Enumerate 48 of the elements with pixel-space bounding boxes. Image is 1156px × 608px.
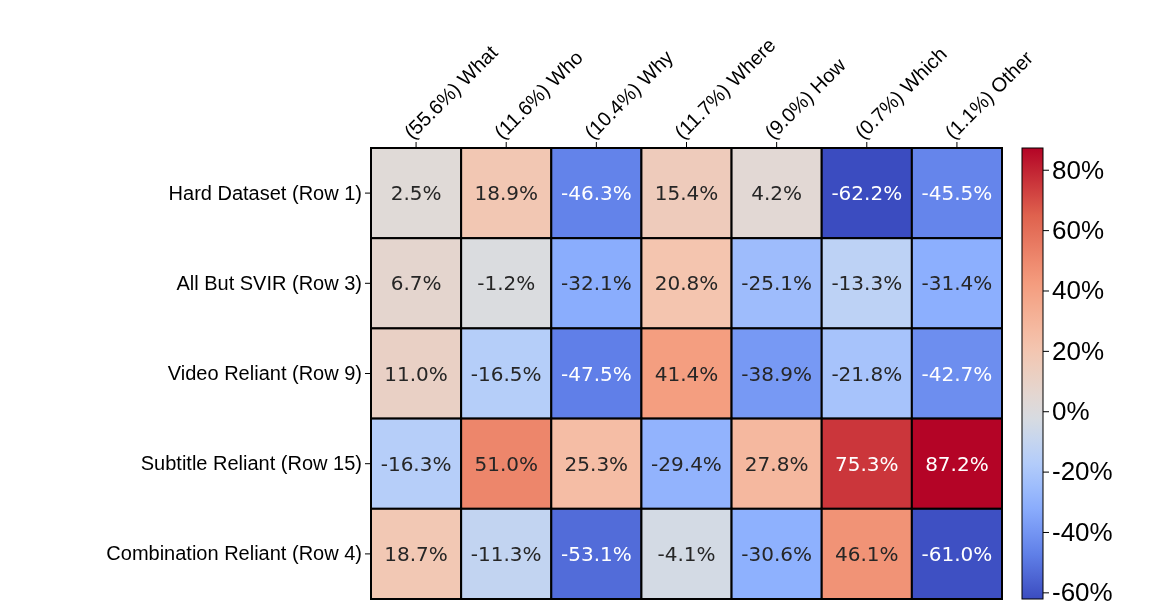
data-label: 41.4% (654, 361, 719, 386)
color-bar-label: 0% (1052, 396, 1090, 427)
data-label: -31.4% (921, 271, 993, 296)
data-label: 11.0% (384, 361, 448, 386)
data-label: -1.2% (477, 271, 536, 296)
y-tick-label: Subtitle Reliant (Row 15) (140, 452, 362, 475)
color-bar-label: -60% (1052, 577, 1113, 608)
data-label: -4.1% (657, 541, 716, 566)
data-label: 18.9% (474, 181, 538, 206)
data-label: 20.8% (654, 271, 719, 296)
data-label: -38.9% (741, 361, 813, 386)
color-bar-label: 60% (1052, 214, 1105, 245)
data-label: -13.3% (831, 271, 903, 296)
data-label: -47.5% (560, 361, 632, 386)
data-label: -11.3% (470, 541, 542, 566)
color-bar-label: 20% (1052, 335, 1105, 366)
data-label: -16.5% (470, 361, 542, 386)
data-label: -25.1% (741, 271, 813, 296)
color-bar-label: 40% (1052, 275, 1105, 306)
data-label: -29.4% (651, 451, 722, 476)
color-bar-label: 80% (1052, 154, 1105, 185)
color-bar-label: -40% (1052, 516, 1113, 547)
data-label: 46.1% (835, 541, 899, 566)
data-label: -53.1% (560, 541, 632, 566)
data-label: -21.8% (831, 361, 903, 386)
data-label: -16.3% (380, 451, 452, 476)
data-label: 87.2% (925, 451, 989, 476)
data-label: 25.3% (564, 451, 629, 476)
data-label: 6.7% (390, 271, 442, 296)
y-tick-label: Video Reliant (Row 9) (167, 361, 362, 384)
data-label: -42.7% (921, 361, 993, 386)
data-label: 75.3% (835, 451, 899, 476)
color-bar-label: -20% (1052, 456, 1113, 487)
y-tick-label: All But SVIR (Row 3) (176, 271, 362, 294)
data-label: -62.2% (831, 181, 903, 206)
data-label: -46.3% (560, 181, 632, 206)
data-label: 2.5% (390, 181, 442, 206)
data-label: -45.5% (921, 181, 993, 206)
data-label: 15.4% (654, 181, 719, 206)
data-label: 4.2% (751, 181, 803, 206)
data-label: 51.0% (474, 451, 538, 476)
data-label: 18.7% (384, 541, 448, 566)
data-label: -32.1% (560, 271, 632, 296)
y-tick-label: Hard Dataset (Row 1) (168, 181, 362, 204)
data-label: 27.8% (744, 451, 809, 476)
y-tick-label: Combination Reliant (Row 4) (106, 542, 362, 565)
data-label: -30.6% (741, 541, 813, 566)
data-label: -61.0% (921, 541, 993, 566)
